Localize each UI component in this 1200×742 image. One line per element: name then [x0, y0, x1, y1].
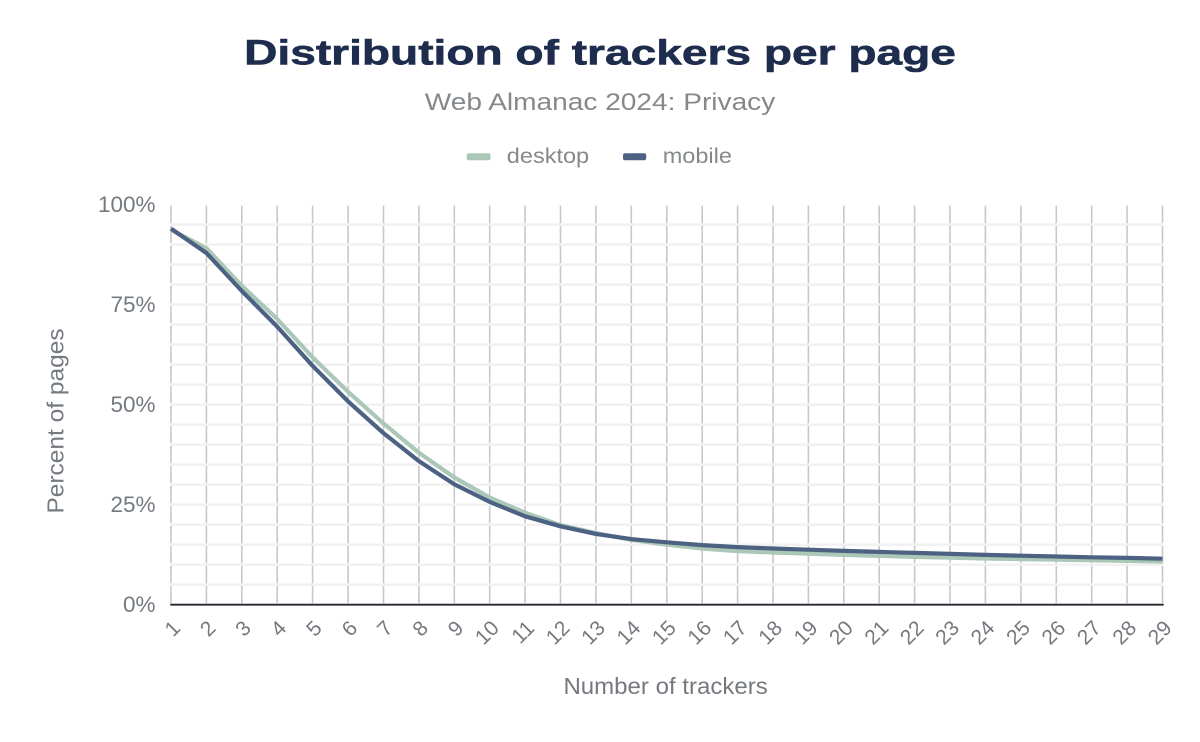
svg-text:desktop: desktop: [507, 144, 589, 168]
svg-text:25%: 25%: [110, 492, 155, 517]
svg-text:Web Almanac 2024: Privacy: Web Almanac 2024: Privacy: [425, 88, 776, 116]
svg-text:mobile: mobile: [663, 144, 732, 168]
svg-text:Number of trackers: Number of trackers: [563, 673, 767, 698]
svg-text:0%: 0%: [123, 592, 156, 617]
svg-text:100%: 100%: [98, 192, 156, 217]
svg-text:Distribution of trackers per p: Distribution of trackers per page: [244, 33, 956, 72]
svg-text:50%: 50%: [110, 392, 155, 417]
svg-text:75%: 75%: [110, 292, 155, 317]
svg-text:Percent of pages: Percent of pages: [43, 328, 69, 513]
